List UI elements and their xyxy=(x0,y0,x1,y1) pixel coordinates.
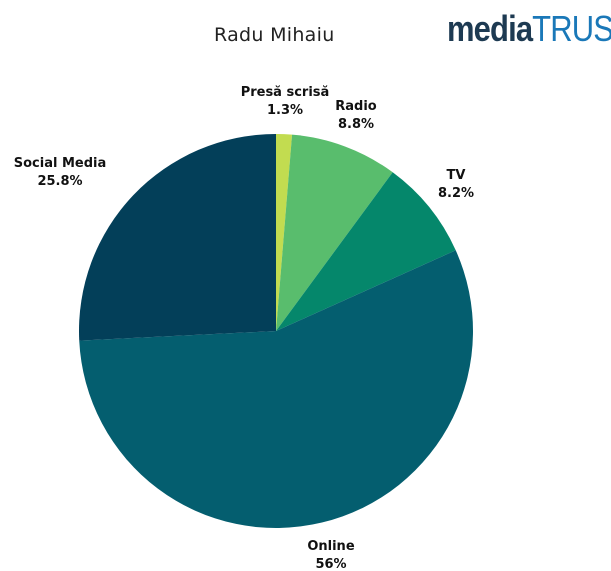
slice-label: TV 8.2% xyxy=(438,168,474,201)
slice-value-label: 8.2% xyxy=(438,186,474,201)
pie-slices xyxy=(78,134,473,528)
logo-text-media: media xyxy=(447,8,533,49)
pie-slice-presă-scrisă xyxy=(276,134,293,331)
slice-category-label: TV xyxy=(447,168,466,183)
slice-category-label: Radio xyxy=(335,99,377,114)
pie-slice-social-media xyxy=(78,134,276,341)
pie-slice-tv xyxy=(276,172,456,331)
pie-labels: Presă scrisă 1.3% Radio 8.8% TV 8.2% Online 56%… xyxy=(14,85,474,571)
slice-value-label: 25.8% xyxy=(37,174,82,189)
mediatrust-logo: mediaTRUST xyxy=(447,8,611,50)
slice-label: Radio 8.8% xyxy=(335,99,377,132)
slice-category-label: Social Media xyxy=(14,156,107,171)
slice-value-label: 56% xyxy=(315,557,346,571)
pie-slice-radio xyxy=(276,134,393,331)
slice-label: Social Media 25.8% xyxy=(14,156,107,189)
slice-category-label: Presă scrisă xyxy=(241,85,330,100)
slice-value-label: 1.3% xyxy=(267,103,303,118)
chart-title: Radu Mihaiu xyxy=(214,24,335,46)
slice-label: Online 56% xyxy=(307,539,354,571)
logo-text-trust: TRUST xyxy=(532,8,611,49)
slice-value-label: 8.8% xyxy=(338,117,374,132)
slice-category-label: Online xyxy=(307,539,354,554)
slice-label: Presă scrisă 1.3% xyxy=(241,85,330,118)
pie-slice-online xyxy=(79,250,473,528)
